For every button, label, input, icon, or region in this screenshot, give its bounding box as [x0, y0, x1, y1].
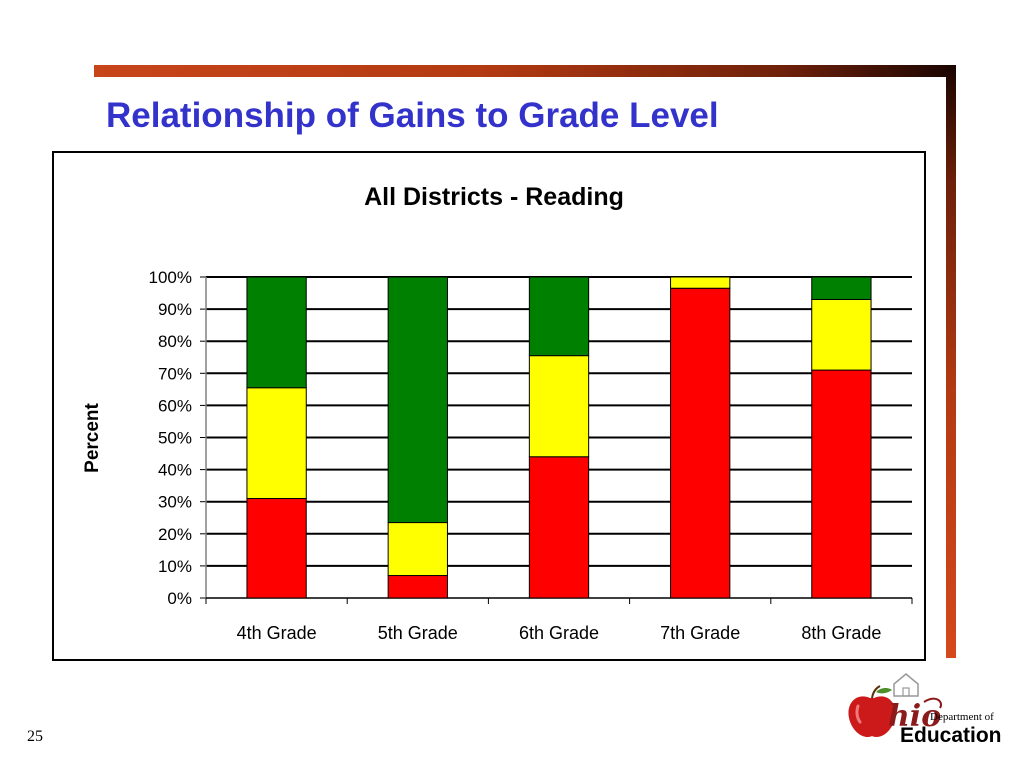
y-tick-label: 40%	[158, 461, 192, 480]
y-tick-label: 10%	[158, 557, 192, 576]
x-tick-label: 8th Grade	[801, 623, 881, 643]
bar-segment-1	[387, 575, 448, 599]
bar-segment-3	[811, 276, 872, 300]
bar-segment-2	[811, 298, 872, 371]
top-accent-bar	[94, 65, 956, 77]
y-tick-label: 80%	[158, 332, 192, 351]
chart-title: All Districts - Reading	[364, 183, 624, 211]
logo-department-line: Department of	[930, 711, 994, 723]
bar-segment-1	[811, 369, 872, 599]
y-tick-label: 30%	[158, 493, 192, 512]
bar-segment-1	[528, 456, 590, 599]
page-number: 25	[27, 728, 43, 745]
y-tick-label: 100%	[149, 268, 192, 287]
side-accent-bar	[946, 65, 956, 658]
y-axis-label: Percent	[82, 402, 103, 472]
slide-title: Relationship of Gains to Grade Level	[106, 96, 719, 135]
stacked-bar-chart: All Districts - Reading Percent 0% 10% 20%…	[82, 183, 913, 643]
y-tick-label: 20%	[158, 525, 192, 544]
plot-area: 0% 10% 20% 30% 40% 50% 60% 70% 80% 90% 100% 4th Gra…	[149, 268, 913, 643]
y-tick-label: 60%	[158, 396, 192, 415]
bar-segment-3	[246, 276, 307, 389]
y-tick-label: 70%	[158, 364, 192, 383]
chart-frame: All Districts - Reading Percent 0% 10% 20%…	[52, 151, 926, 661]
bar-segment-2	[246, 387, 307, 499]
bar-segment-3	[528, 276, 590, 357]
logo-wordmark: hio	[888, 699, 941, 734]
y-tick-label: 90%	[158, 300, 192, 319]
x-tick-label: 6th Grade	[519, 623, 599, 643]
apple-schoolhouse-icon: hio Department of Education	[848, 673, 1002, 747]
y-tick-label: 0%	[167, 589, 192, 608]
bar-segment-1	[246, 497, 307, 599]
bar-segment-1	[670, 287, 731, 599]
y-tick-label: 50%	[158, 429, 192, 448]
bar-segment-2	[528, 355, 590, 458]
x-tick-label: 4th Grade	[237, 623, 317, 643]
bar-segment-2	[670, 276, 731, 289]
ohio-education-logo: hio Department of Education	[840, 662, 1010, 758]
x-tick-label: 5th Grade	[378, 623, 458, 643]
x-tick-label: 7th Grade	[660, 623, 740, 643]
bar-segment-2	[387, 522, 448, 577]
logo-education-line: Education	[900, 724, 1002, 747]
bar-segment-3	[387, 276, 448, 524]
